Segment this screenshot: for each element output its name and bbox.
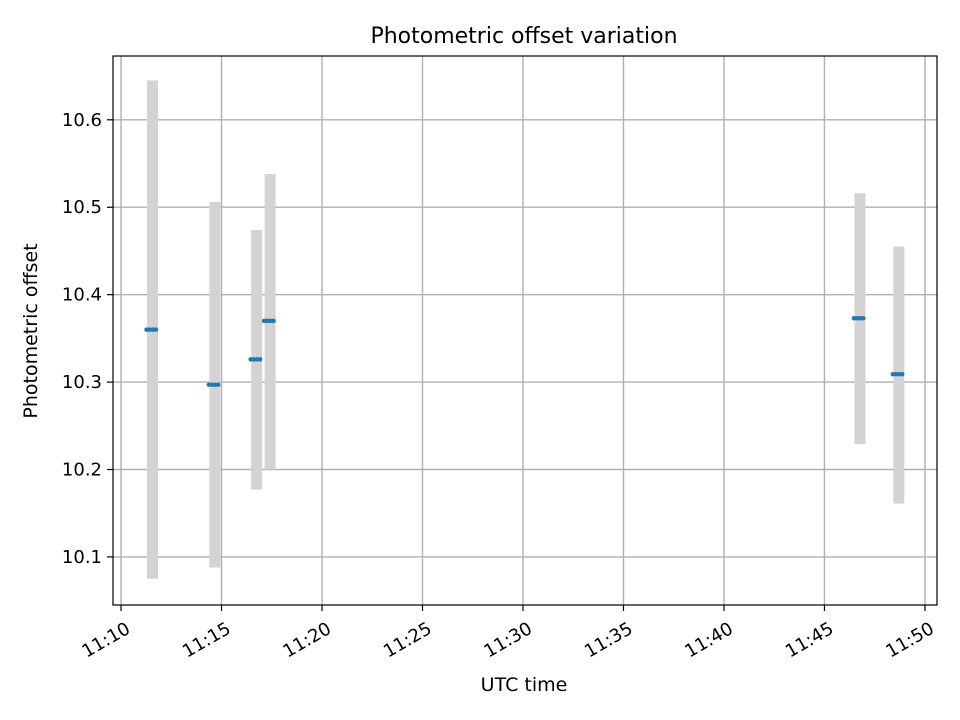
x-tick-label: 11:45: [782, 618, 837, 662]
y-tick-label: 10.6: [62, 110, 102, 131]
y-tick-label: 10.1: [62, 547, 102, 568]
x-tick-label: 11:10: [79, 618, 134, 662]
x-tick-label: 11:30: [480, 618, 535, 662]
data-points: [144, 316, 908, 387]
y-axis-label: Photometric offset: [20, 243, 42, 418]
y-tick-label: 10.3: [62, 372, 102, 393]
y-tick-label: 10.5: [62, 197, 102, 218]
x-axis-label: UTC time: [481, 674, 568, 696]
x-axis-ticks: 11:10 11:15 11:20 11:25 11:30 11:35 11:40 11:45…: [79, 605, 938, 662]
y-tick-label: 10.4: [62, 285, 102, 306]
chart-title: Photometric offset variation: [370, 24, 677, 49]
x-tick-label: 11:25: [380, 618, 435, 662]
grid: [113, 56, 937, 605]
x-tick-label: 11:35: [581, 618, 636, 662]
error-bands: [147, 80, 905, 579]
x-tick-label: 11:40: [681, 618, 736, 662]
y-tick-label: 10.2: [62, 459, 102, 480]
y-axis-ticks: 10.1 10.2 10.3 10.4 10.5 10.6: [62, 110, 113, 568]
x-tick-label: 11:50: [882, 618, 937, 662]
x-tick-label: 11:20: [279, 618, 334, 662]
x-tick-label: 11:15: [179, 618, 234, 662]
plot-frame: [112, 55, 938, 606]
